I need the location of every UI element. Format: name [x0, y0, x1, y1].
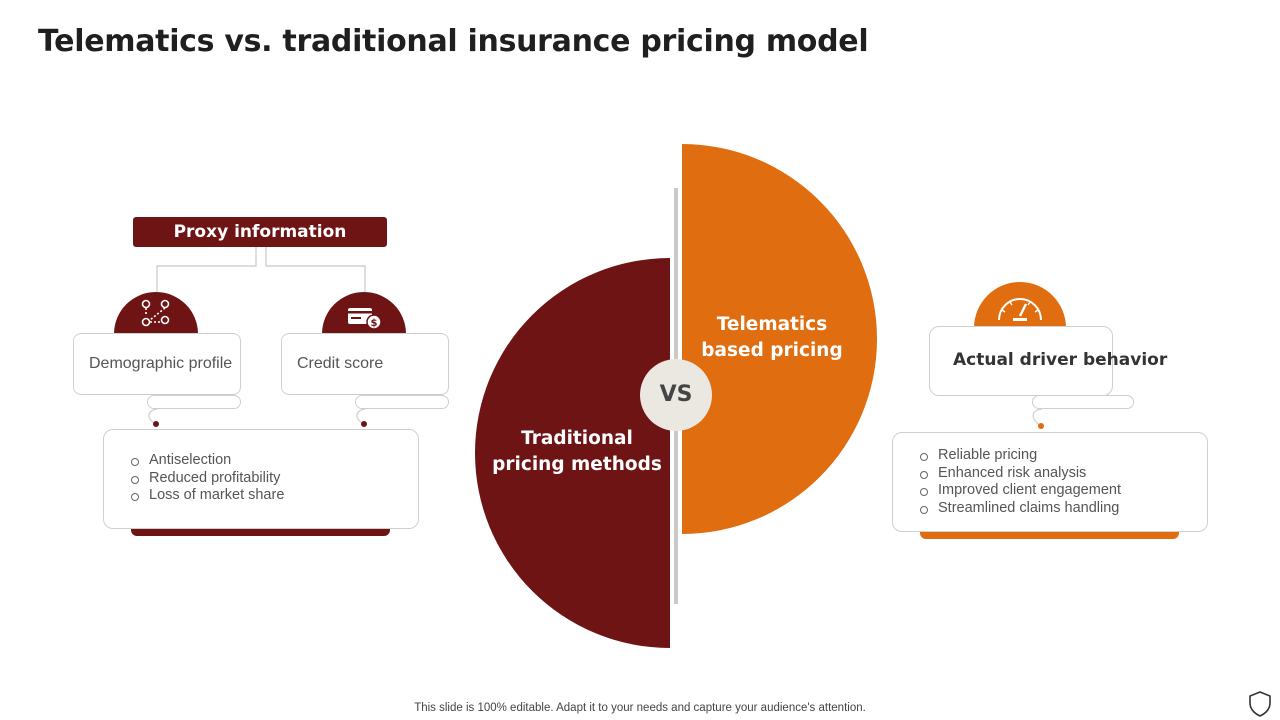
list-item: Antiselection	[129, 452, 284, 470]
traditional-pricing-label: Traditional pricing methods	[490, 426, 664, 478]
driver-behavior-label: Actual driver behavior	[953, 350, 1168, 370]
credit-card-dollar-icon: $	[348, 308, 382, 330]
list-item: Reduced profitability	[129, 470, 284, 488]
credit-score-label: Credit score	[297, 355, 384, 372]
consequences-accent-bar	[131, 528, 390, 536]
benefits-box: Reliable pricing Enhanced risk analysis …	[892, 432, 1208, 532]
consequences-list: Antiselection Reduced profitability Loss…	[129, 452, 284, 505]
consequences-box: Antiselection Reduced profitability Loss…	[103, 429, 419, 529]
list-item: Loss of market share	[129, 487, 284, 505]
demographic-icon-dome	[114, 292, 198, 334]
telematics-pricing-label: Telematics based pricing	[688, 312, 856, 364]
credit-card-tab	[355, 395, 449, 409]
proxy-information-header: Proxy information	[133, 217, 387, 247]
svg-text:$: $	[371, 318, 378, 329]
driver-icon-dome	[974, 282, 1066, 328]
route-map-pins-icon	[141, 299, 170, 327]
list-item: Enhanced risk analysis	[918, 465, 1121, 483]
driver-card-tab	[1032, 395, 1134, 409]
connector-dot	[361, 421, 367, 427]
proxy-connector-lines	[156, 247, 366, 292]
benefits-accent-bar	[920, 531, 1179, 539]
speedometer-icon	[998, 298, 1042, 321]
demographic-card-tab	[147, 395, 241, 409]
list-item: Improved client engagement	[918, 482, 1121, 500]
traditional-half-circle	[475, 258, 670, 648]
driver-behavior-card	[929, 326, 1113, 396]
demographic-profile-label: Demographic profile	[89, 355, 233, 372]
telematics-label-line2: based pricing	[701, 340, 843, 361]
benefits-list: Reliable pricing Enhanced risk analysis …	[918, 447, 1121, 517]
list-item: Streamlined claims handling	[918, 500, 1121, 518]
vs-badge: VS	[640, 359, 712, 431]
list-item: Reliable pricing	[918, 447, 1121, 465]
demographic-profile-card	[73, 333, 241, 395]
page-title: Telematics vs. traditional insurance pri…	[38, 24, 869, 59]
traditional-label-line1: Traditional	[521, 428, 633, 449]
footer-note: This slide is 100% editable. Adapt it to…	[414, 702, 866, 714]
traditional-label-line2: pricing methods	[492, 454, 662, 475]
telematics-half-circle	[682, 144, 877, 534]
credit-score-card	[281, 333, 449, 395]
connector-dot	[153, 421, 159, 427]
shield-icon	[1249, 691, 1271, 717]
telematics-label-line1: Telematics	[716, 314, 828, 335]
connector-dot	[1038, 423, 1044, 429]
